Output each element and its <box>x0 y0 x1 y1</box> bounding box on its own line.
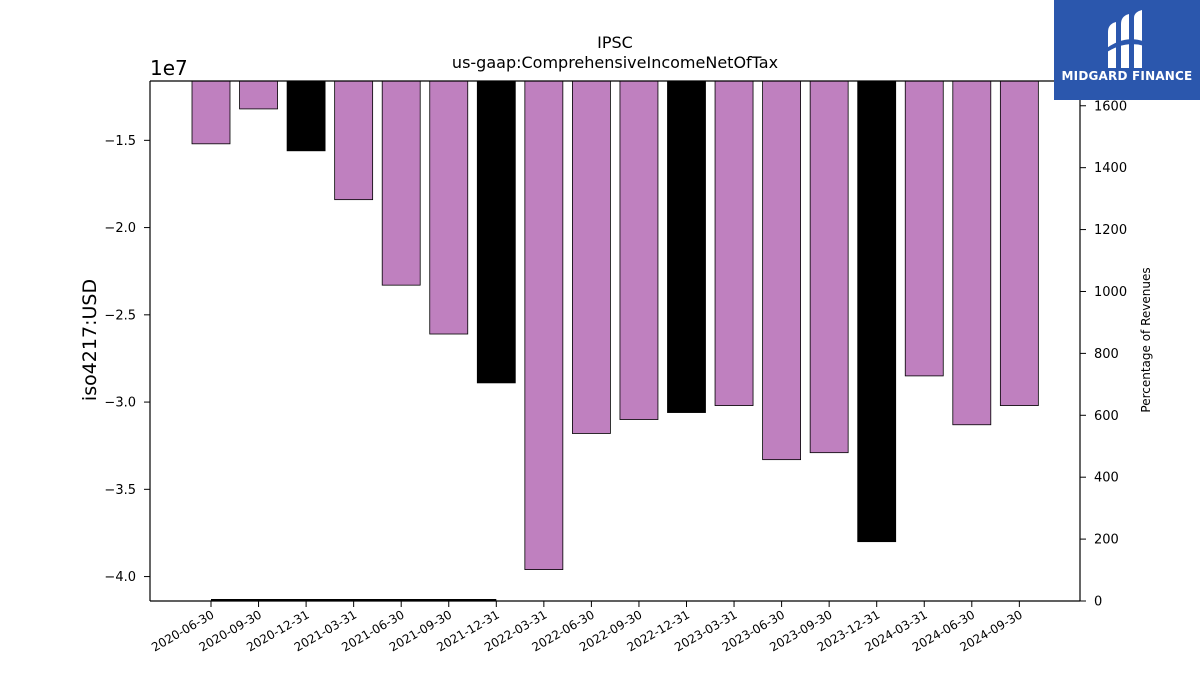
bar <box>286 80 326 152</box>
bar <box>999 80 1039 406</box>
y2-axis-ticks: 0 200 400 600 800 1000 1200 1400 1600 <box>1080 99 1127 610</box>
logo-text: MIDGARD FINANCE <box>1061 69 1193 83</box>
y2-tick-label: 1200 <box>1094 223 1127 238</box>
midgard-finance-logo: MIDGARD FINANCE <box>1054 0 1200 100</box>
bar <box>572 80 611 434</box>
y-tick-label: −2.5 <box>104 308 136 323</box>
bar <box>334 80 374 201</box>
y2-tick-label: 1400 <box>1094 161 1127 176</box>
bar <box>809 80 849 454</box>
bar <box>952 80 992 426</box>
y-axis-label: iso4217:USD <box>79 279 101 401</box>
bars-group <box>191 80 1039 570</box>
y2-tick-label: 1000 <box>1094 285 1127 300</box>
bar <box>191 80 231 145</box>
chart-subtitle: us-gaap:ComprehensiveIncomeNetOfTax <box>452 53 778 72</box>
bar <box>857 80 897 543</box>
y2-tick-label: 0 <box>1094 595 1102 610</box>
y2-tick-label: 1600 <box>1094 99 1127 114</box>
logo-mark-icon <box>1104 10 1150 68</box>
bar <box>619 80 659 420</box>
y2-tick-label: 800 <box>1094 347 1119 362</box>
bar <box>667 80 706 413</box>
y2-tick-label: 200 <box>1094 533 1119 548</box>
y-axis-ticks: −4.0 −3.5 −3.0 −2.5 −2.0 −1.5 <box>104 134 150 585</box>
y-tick-label: −3.5 <box>104 483 136 498</box>
y-offset-label: 1e7 <box>150 56 188 80</box>
bar <box>714 80 754 406</box>
x-axis-ticks: 2020-06-302020-09-302020-12-312021-03-31… <box>149 601 1025 654</box>
chart-title: IPSC <box>597 33 633 52</box>
bar <box>904 80 944 377</box>
y-tick-label: −4.0 <box>104 570 136 585</box>
y2-axis-label: Percentage of Revenues <box>1139 267 1153 412</box>
bar <box>762 80 801 461</box>
y2-tick-label: 600 <box>1094 409 1119 424</box>
bar <box>524 80 564 570</box>
bar <box>429 80 469 335</box>
y-tick-label: −1.5 <box>104 134 136 149</box>
y-tick-label: −3.0 <box>104 396 136 411</box>
bar <box>239 80 278 110</box>
y2-tick-label: 400 <box>1094 471 1119 486</box>
y-tick-label: −2.0 <box>104 221 136 236</box>
bar <box>476 80 516 384</box>
bar <box>381 80 421 286</box>
